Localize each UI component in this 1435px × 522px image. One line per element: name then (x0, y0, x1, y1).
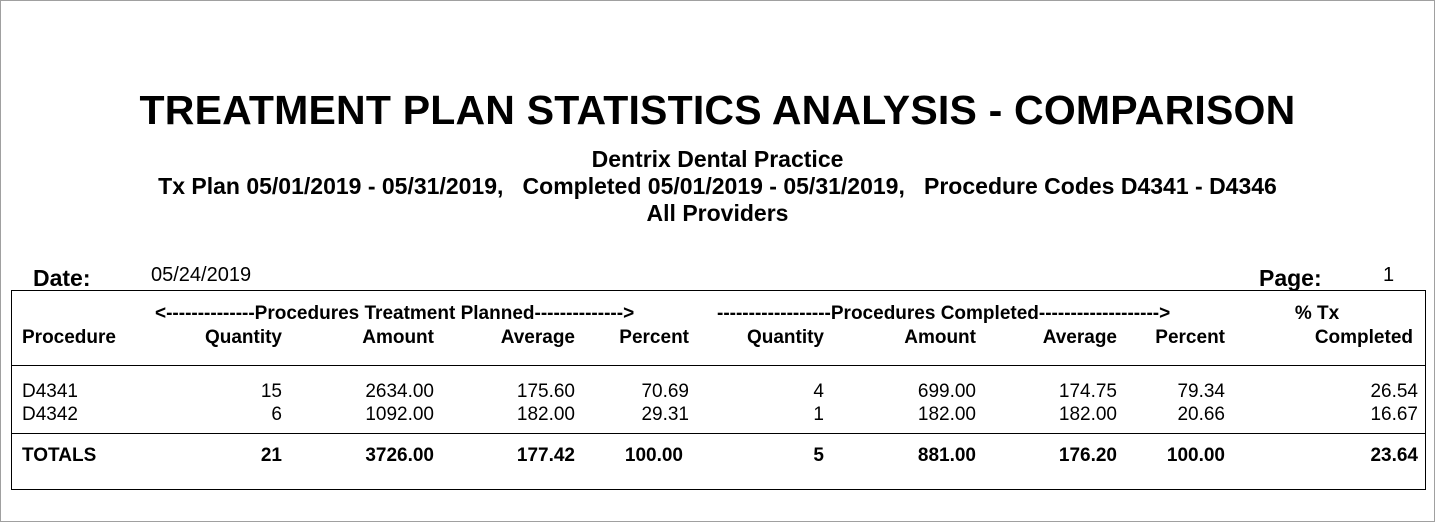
total-quantity: 21 (260, 445, 282, 466)
totals-divider (12, 433, 1425, 434)
cell-completed-amount: 182.00 (917, 404, 976, 425)
total-completed-average: 176.20 (1058, 445, 1117, 466)
col-header-percent: Percent (619, 327, 689, 348)
providers-line: All Providers (646, 200, 789, 226)
statistics-table: <--------------Procedures Treatment Plan… (11, 290, 1426, 490)
cell-completed-quantity: 1 (813, 404, 824, 425)
cell-pct-completed: 26.54 (1370, 381, 1418, 402)
report-criteria: Tx Plan 05/01/2019 - 05/31/2019, Complet… (158, 173, 1277, 199)
cell-percent: 70.69 (641, 381, 689, 402)
totals-label: TOTALS (22, 445, 97, 466)
col-header-pct-completed: Completed (1314, 327, 1413, 348)
page-number: 1 (1383, 264, 1395, 286)
col-header-amount: Amount (362, 327, 434, 348)
cell-procedure: D4341 (22, 381, 78, 402)
date-value: 05/24/2019 (151, 264, 252, 286)
total-completed-quantity: 5 (813, 445, 824, 466)
cell-quantity: 15 (260, 381, 282, 402)
col-header-completed-amount: Amount (904, 327, 976, 348)
page-label: Page: (1259, 265, 1322, 291)
cell-average: 182.00 (516, 404, 575, 425)
report-title: TREATMENT PLAN STATISTICS ANALYSIS - COM… (139, 87, 1296, 133)
col-header-completed-quantity: Quantity (746, 327, 824, 348)
total-percent: 100.00 (624, 445, 683, 466)
group-header-planned: <--------------Procedures Treatment Plan… (155, 303, 635, 324)
practice-name: Dentrix Dental Practice (591, 146, 844, 172)
col-header-quantity: Quantity (204, 327, 282, 348)
cell-percent: 29.31 (641, 404, 689, 425)
header-divider (12, 365, 1425, 366)
date-label: Date: (33, 265, 91, 291)
cell-amount: 1092.00 (365, 404, 434, 425)
cell-amount: 2634.00 (365, 381, 434, 402)
cell-procedure: D4342 (22, 404, 78, 425)
col-header-procedure: Procedure (22, 327, 116, 348)
cell-completed-percent: 20.66 (1177, 404, 1225, 425)
total-amount: 3726.00 (365, 445, 434, 466)
total-average: 177.42 (516, 445, 575, 466)
cell-completed-amount: 699.00 (917, 381, 976, 402)
cell-completed-quantity: 4 (813, 381, 824, 402)
cell-quantity: 6 (271, 404, 282, 425)
group-header-pct-tx: % Tx (1294, 303, 1340, 324)
col-header-completed-average: Average (1042, 327, 1117, 348)
group-header-completed: ------------------Procedures Completed--… (717, 303, 1171, 324)
col-header-completed-percent: Percent (1155, 327, 1225, 348)
cell-completed-average: 174.75 (1058, 381, 1117, 402)
total-pct-completed: 23.64 (1370, 445, 1418, 466)
cell-average: 175.60 (516, 381, 575, 402)
cell-completed-percent: 79.34 (1177, 381, 1225, 402)
total-completed-amount: 881.00 (917, 445, 976, 466)
cell-completed-average: 182.00 (1058, 404, 1117, 425)
total-completed-percent: 100.00 (1166, 445, 1225, 466)
cell-pct-completed: 16.67 (1370, 404, 1418, 425)
col-header-average: Average (500, 327, 575, 348)
